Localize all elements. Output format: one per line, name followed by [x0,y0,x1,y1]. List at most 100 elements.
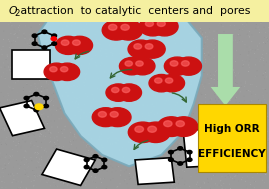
Point [65,85,69,88]
Point [125,94,129,97]
Point [225,111,230,114]
Point [139,178,144,181]
Point [32,140,37,143]
Point [56,150,60,153]
Circle shape [128,122,157,143]
Point [261,74,265,77]
Point [137,26,141,29]
Point [151,38,155,41]
Point [152,82,157,85]
Point [33,85,37,88]
Point [92,117,96,120]
Point [263,122,267,125]
Point [84,25,88,28]
Point [102,170,107,173]
Point [42,87,46,90]
Point [5,53,9,57]
Point [151,186,156,189]
Point [163,83,167,86]
Point [192,27,197,30]
Point [112,57,116,60]
Point [185,109,189,112]
Point [238,151,242,154]
Point [263,70,268,73]
Point [165,98,170,101]
Point [140,120,145,123]
Circle shape [67,36,93,54]
Text: High ORR: High ORR [204,125,260,134]
Point [95,173,100,176]
Point [131,49,136,52]
Point [87,145,92,148]
Point [81,185,85,188]
Point [101,146,105,149]
Point [104,33,108,36]
Point [45,106,50,109]
Point [150,175,154,178]
Point [120,138,124,141]
Point [189,129,193,132]
Point [201,122,206,125]
Point [97,73,101,76]
Point [0,53,5,56]
Point [200,122,205,125]
Point [98,107,102,110]
Point [228,176,232,179]
Point [202,180,206,183]
Point [105,50,109,53]
Point [56,185,60,188]
Point [190,163,194,166]
Point [63,102,68,105]
Point [215,159,220,162]
Point [204,170,209,174]
Circle shape [55,36,81,54]
Point [59,130,63,133]
Point [183,179,187,182]
Point [52,97,56,100]
Point [177,37,181,40]
Circle shape [151,17,178,36]
Point [163,160,168,163]
Point [182,106,187,109]
Point [35,160,40,163]
Point [83,70,87,73]
Point [116,113,120,116]
Point [130,158,134,161]
Point [160,65,164,68]
Point [183,38,187,41]
Point [86,166,90,169]
Point [126,40,130,43]
Point [133,99,137,102]
Point [140,74,144,77]
Point [69,28,73,31]
Point [208,73,213,76]
Point [43,51,47,54]
Point [45,181,49,184]
Circle shape [102,20,130,40]
Point [137,59,141,62]
Point [123,18,127,21]
Point [148,63,153,66]
Point [131,59,135,62]
Point [226,169,230,172]
Point [251,48,255,51]
Point [51,146,55,149]
Point [84,87,89,90]
Point [237,101,242,104]
Point [126,187,130,189]
Point [97,113,101,116]
Point [61,169,65,172]
Point [52,86,56,89]
Point [114,66,118,69]
Point [247,35,252,38]
Point [89,137,93,140]
Point [168,77,173,80]
Point [86,151,91,154]
Point [185,183,189,186]
Point [116,88,120,91]
Point [142,149,146,152]
Point [223,21,227,24]
Point [80,182,84,185]
Point [192,150,196,153]
Point [220,69,224,72]
